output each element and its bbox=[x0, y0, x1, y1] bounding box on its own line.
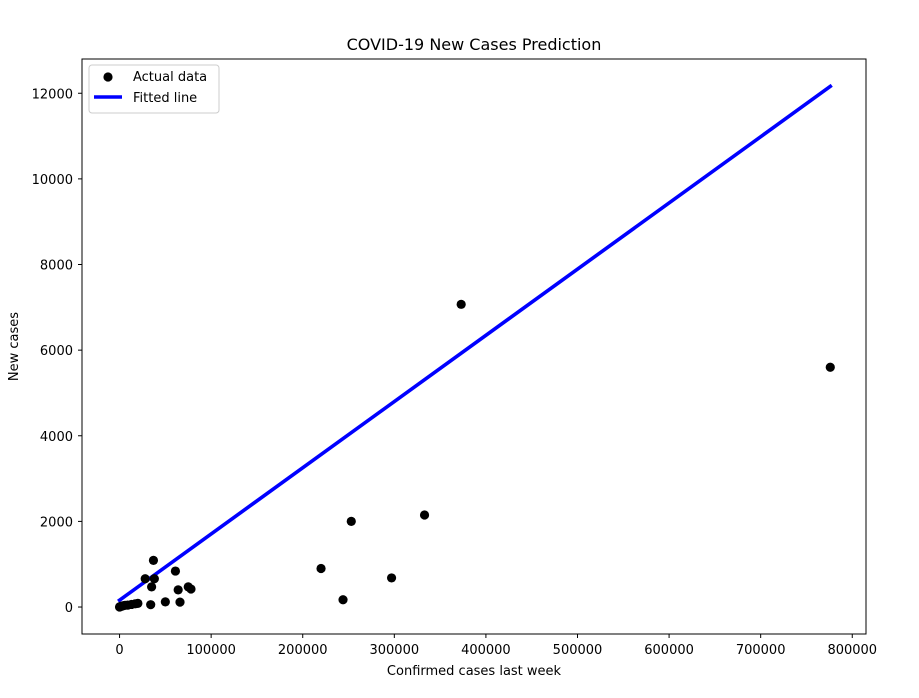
data-point bbox=[160, 597, 170, 607]
data-point bbox=[175, 597, 185, 607]
data-point bbox=[825, 362, 835, 372]
data-point bbox=[338, 595, 348, 605]
y-tick-label: 8000 bbox=[40, 259, 73, 274]
x-tick-label: 300000 bbox=[369, 643, 419, 658]
y-tick-label: 10000 bbox=[32, 173, 73, 188]
data-point bbox=[146, 600, 156, 610]
plot-frame bbox=[81, 58, 867, 635]
data-point bbox=[346, 516, 356, 526]
y-tick-label: 2000 bbox=[40, 515, 73, 530]
legend-label-actual-data: Actual data bbox=[133, 70, 207, 85]
x-tick-label: 100000 bbox=[186, 643, 236, 658]
y-axis-ticks: 0 2000 4000 6000 8000 10000 12000 bbox=[32, 87, 82, 616]
x-axis-ticks: 0 100000 200000 300000 400000 500000 600000 700… bbox=[115, 634, 877, 658]
y-axis-label: New cases bbox=[7, 312, 22, 381]
x-tick-label: 800000 bbox=[827, 643, 877, 658]
data-point bbox=[170, 566, 181, 576]
legend: Actual data Fitted line bbox=[88, 64, 220, 114]
fitted-line bbox=[117, 83, 833, 603]
data-point bbox=[149, 574, 159, 584]
x-tick-label: 600000 bbox=[644, 643, 694, 658]
x-tick-label: 700000 bbox=[736, 643, 786, 658]
data-point bbox=[186, 584, 196, 594]
y-tick-label: 0 bbox=[65, 601, 73, 616]
data-point bbox=[173, 585, 183, 595]
x-tick-label: 200000 bbox=[278, 643, 328, 658]
y-tick-label: 6000 bbox=[40, 344, 73, 359]
chart-title: COVID-19 New Cases Prediction bbox=[347, 35, 602, 54]
data-point bbox=[386, 573, 397, 583]
data-point bbox=[147, 582, 157, 592]
y-tick-label: 12000 bbox=[32, 87, 73, 102]
data-point bbox=[316, 563, 326, 574]
data-point bbox=[419, 510, 430, 520]
x-axis-label: Confirmed cases last week bbox=[387, 664, 562, 679]
y-tick-label: 4000 bbox=[40, 430, 73, 445]
legend-marker-actual-data bbox=[103, 72, 113, 82]
x-tick-label: 0 bbox=[115, 643, 123, 658]
plot-data bbox=[114, 83, 835, 612]
data-point bbox=[140, 574, 150, 584]
legend-box bbox=[88, 64, 220, 114]
data-point bbox=[133, 598, 143, 608]
data-point bbox=[456, 299, 466, 309]
x-tick-label: 500000 bbox=[553, 643, 603, 658]
legend-label-fitted-line: Fitted line bbox=[133, 91, 197, 106]
data-point bbox=[148, 555, 159, 565]
x-tick-label: 400000 bbox=[461, 643, 511, 658]
